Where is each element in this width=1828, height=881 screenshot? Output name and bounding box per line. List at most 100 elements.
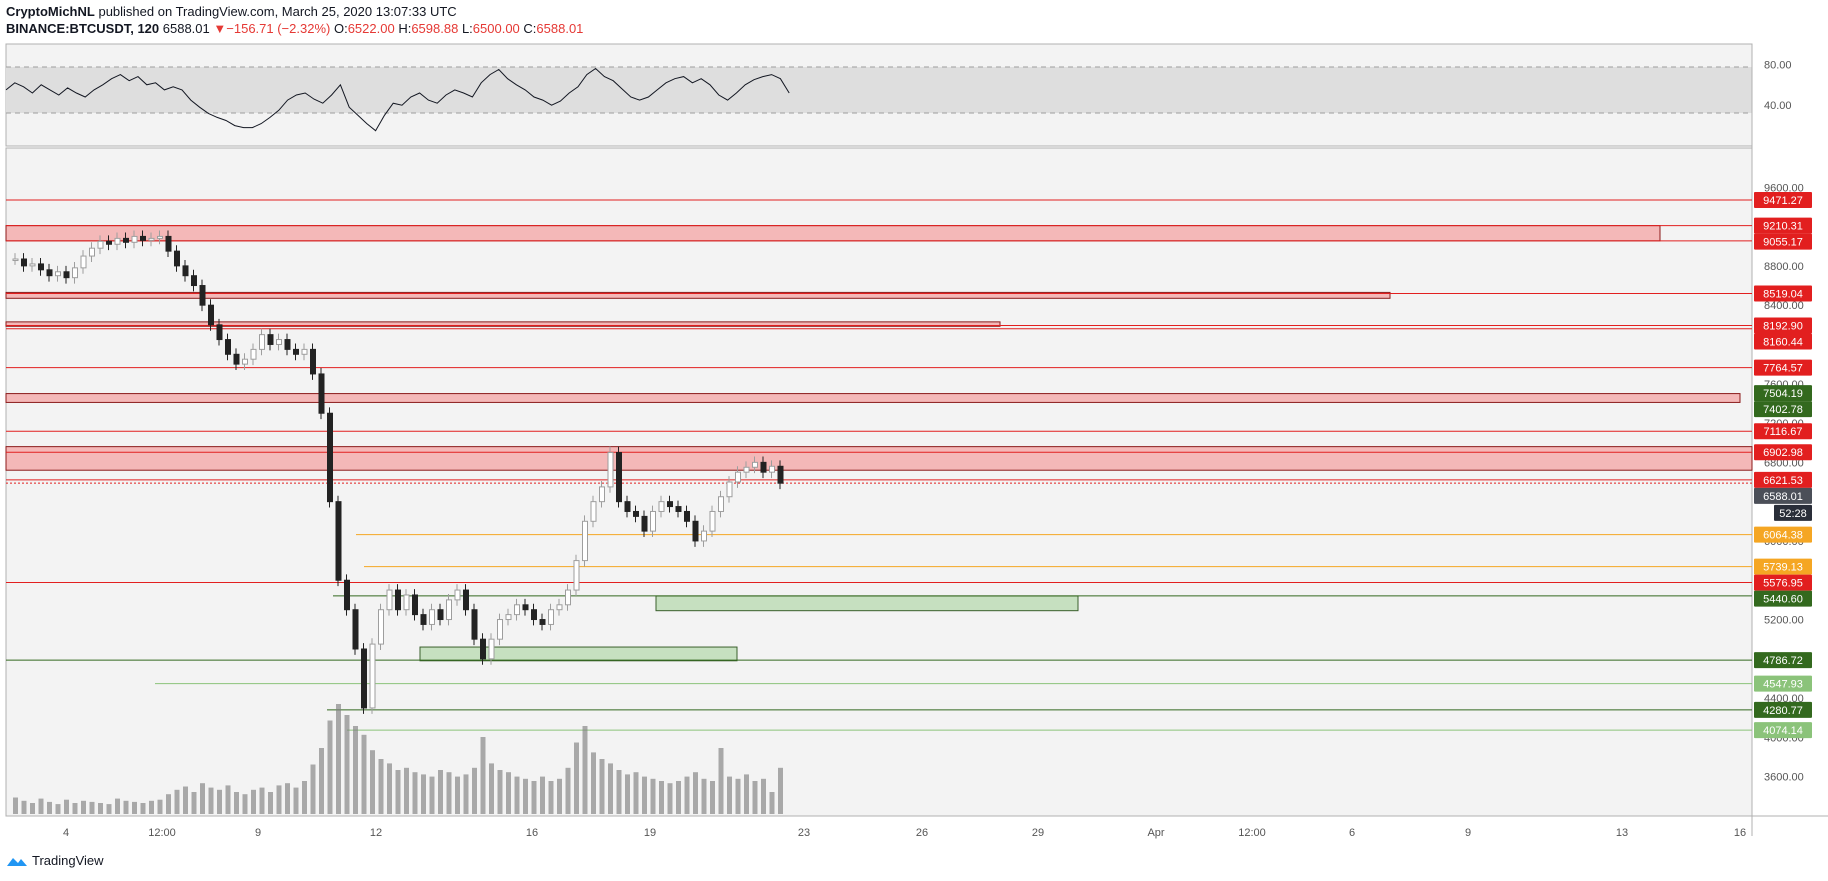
level-label-bg: [1754, 191, 1812, 208]
volume-bar: [395, 770, 401, 814]
volume-bar: [293, 787, 299, 814]
volume-bar: [667, 783, 673, 814]
candle-body: [72, 267, 78, 279]
candle-body: [641, 515, 648, 532]
volume-bar: [701, 778, 707, 814]
level-label-bg: [1754, 385, 1812, 402]
volume-bar: [463, 774, 469, 814]
candle-body: [199, 285, 206, 306]
resistance-zone: [5, 393, 1741, 403]
level-label: 8160.44: [1763, 337, 1803, 349]
candle-body: [522, 604, 529, 611]
volume-bar: [225, 785, 231, 814]
volume-bar: [336, 704, 341, 814]
volume-bar: [55, 804, 61, 814]
candle-body: [369, 643, 376, 709]
candle-body: [123, 237, 129, 243]
candle-body: [63, 271, 70, 279]
volume-bar: [421, 774, 426, 814]
volume-bar: [344, 715, 350, 814]
time-tick-label: 9: [1465, 827, 1471, 839]
level-label-bg: [1754, 423, 1812, 440]
level-label-bg: [1754, 675, 1812, 692]
level-label-bg: [1754, 217, 1812, 234]
candle-body: [403, 594, 410, 611]
candle-body: [514, 604, 520, 616]
author-name[interactable]: CryptoMichNL: [6, 4, 95, 19]
candle-body: [463, 589, 469, 611]
candles: [12, 230, 784, 714]
volume-bar: [778, 767, 783, 814]
footer: TradingView: [6, 853, 104, 868]
volume-bar: [735, 778, 741, 814]
volume-bar: [446, 772, 452, 814]
candle-body: [140, 235, 146, 241]
candle-body: [735, 471, 741, 483]
level-label-bg: [1754, 652, 1812, 669]
volume-bar: [157, 799, 163, 814]
volume-bar: [217, 789, 222, 814]
volume-bar: [268, 792, 273, 814]
volume-bar: [684, 776, 690, 814]
volume-bar: [276, 785, 282, 814]
candle-body: [174, 250, 180, 267]
candle-body: [488, 638, 495, 660]
candle-body: [743, 466, 750, 473]
volume-bar: [514, 776, 520, 814]
volume-bar: [693, 772, 698, 814]
level-label: 9210.31: [1763, 221, 1803, 233]
volume-bar: [506, 772, 511, 814]
level-label: 7764.57: [1763, 363, 1803, 375]
level-label: 9471.27: [1763, 195, 1803, 207]
candle-body: [556, 604, 563, 611]
rsi-axis: 80.00 40.00: [1764, 59, 1792, 112]
volume-bar: [38, 798, 44, 814]
candle-body: [301, 348, 308, 355]
candle-body: [106, 240, 112, 245]
candle-body: [437, 609, 444, 621]
volume-bar: [327, 720, 333, 814]
candle-body: [692, 520, 699, 542]
time-tick-label: 23: [798, 827, 810, 839]
level-label-bg: [1754, 701, 1812, 718]
volume-bar: [234, 792, 239, 814]
candle-body: [361, 648, 367, 709]
level-label-bg: [1754, 401, 1812, 418]
volume-bar: [30, 803, 35, 814]
volume-bar: [744, 774, 749, 814]
candle-body: [182, 265, 189, 277]
price-tick-label: 8800.00: [1764, 261, 1804, 273]
volume-bar: [429, 776, 435, 814]
candle-body: [658, 501, 665, 512]
candle-body: [607, 452, 614, 488]
candle-body: [259, 334, 265, 350]
candle-body: [480, 638, 486, 660]
volume-bar: [98, 803, 103, 814]
volume-bar: [302, 781, 307, 814]
level-label-bg: [1754, 444, 1812, 461]
candle-body: [684, 510, 690, 522]
level-label: 7402.78: [1763, 404, 1803, 416]
volume-bar: [183, 786, 188, 814]
candle-body: [38, 263, 44, 271]
level-label-bg: [1754, 558, 1812, 575]
candle-body: [12, 258, 19, 262]
resistance-zone: [5, 291, 1391, 299]
symbol-label[interactable]: BINANCE:BTCUSDT, 120: [6, 21, 160, 36]
volume-bar: [81, 800, 86, 814]
candle-body: [97, 240, 104, 249]
ohlc-line: BINANCE:BTCUSDT, 120 6588.01 ▼−156.71 (−…: [6, 21, 583, 36]
candle-body: [412, 594, 418, 616]
candle-body: [505, 614, 512, 621]
volume-bar: [115, 798, 120, 814]
volume-bar: [599, 759, 605, 814]
brand-name[interactable]: TradingView: [32, 853, 104, 868]
time-axis: 4 12:00 9 12 16 19 23 26 29 Apr 12:00 6 9 13 16: [63, 827, 1746, 839]
volume-bar: [650, 778, 656, 814]
open-label: O:: [333, 21, 348, 36]
time-tick-label: 16: [526, 827, 538, 839]
high-value: 6598.88: [411, 21, 459, 36]
candle-body: [582, 520, 588, 562]
resistance-zone: [5, 321, 1001, 327]
